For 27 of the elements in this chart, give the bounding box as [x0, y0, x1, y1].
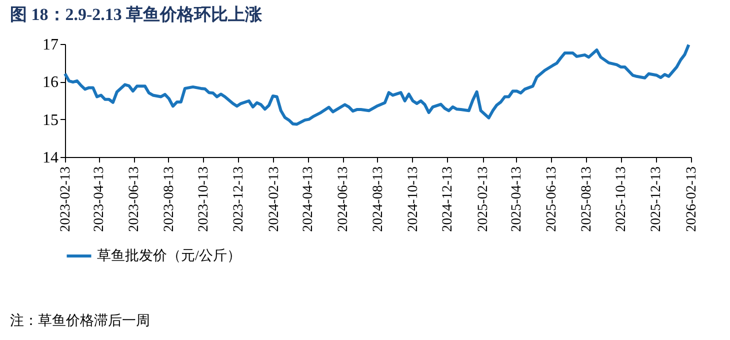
- text: 注：草鱼价格滞后一周: [10, 313, 150, 329]
- x-tick-label: 2025-12-13: [649, 166, 664, 232]
- x-tick-label: 2024-08-13: [370, 166, 386, 232]
- x-tick-label: 2025-06-13: [544, 166, 560, 232]
- y-tick-label: 14: [42, 150, 58, 166]
- x-tick-label: 2024-06-13: [336, 166, 352, 232]
- x-tick-label: 2024-02-13: [266, 166, 282, 232]
- y-tick-label: 15: [42, 112, 58, 129]
- x-tick-label: 2026-02-13: [684, 166, 700, 232]
- x-tick-label: 2023-06-13: [127, 166, 142, 232]
- x-tick-label: 2025-08-13: [579, 166, 594, 232]
- chart-title: 图 18：2.9-2.13 草鱼价格环比上涨: [10, 5, 264, 24]
- line-series: [64, 43, 690, 126]
- x-tick-label: 2023-08-13: [162, 166, 177, 232]
- legend-label: 草鱼批发价（元/公斤）: [97, 248, 241, 264]
- y-tick-label: 16: [42, 74, 58, 92]
- y-tick-label: 17: [42, 36, 58, 54]
- x-tick-label: 2025-02-13: [476, 166, 492, 232]
- x-tick-label: 2025-10-13: [614, 166, 630, 232]
- x-tick-label: 2023-02-13: [58, 166, 74, 232]
- x-tick-label: 2024-10-13: [406, 166, 421, 232]
- x-tick-label: 2024-04-13: [301, 166, 316, 232]
- x-tick-label: 2023-04-13: [92, 166, 108, 232]
- x-tick-label: 2023-10-13: [196, 166, 212, 232]
- x-tick-label: 2024-12-13: [440, 166, 456, 232]
- x-tick-label: 2025-04-13: [510, 166, 525, 232]
- x-tick-label: 2023-12-13: [232, 166, 247, 232]
